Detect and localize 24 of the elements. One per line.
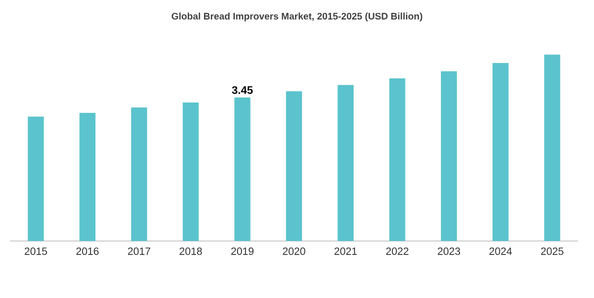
x-tick-label: 2015 bbox=[24, 248, 48, 255]
data-label: 3.45 bbox=[232, 86, 253, 94]
bar bbox=[492, 62, 509, 241]
chart-title: Global Bread Improvers Market, 2015-2025 (USD Billion) bbox=[172, 12, 422, 22]
bar bbox=[79, 112, 96, 241]
x-tick-label: 2021 bbox=[334, 248, 357, 255]
bar bbox=[544, 54, 560, 241]
bar bbox=[286, 91, 302, 241]
x-tick-label: 2016 bbox=[76, 248, 99, 255]
bar bbox=[338, 85, 354, 241]
bar bbox=[28, 116, 44, 241]
x-tick-label: 2024 bbox=[489, 248, 512, 255]
bar bbox=[440, 71, 457, 241]
x-tick-label: 2018 bbox=[180, 248, 202, 255]
x-tick-label: 2020 bbox=[282, 248, 306, 255]
x-tick-label: 2023 bbox=[438, 248, 460, 255]
x-tick-label: 2019 bbox=[231, 248, 254, 255]
bar bbox=[182, 102, 199, 241]
bar bbox=[234, 97, 250, 241]
bar bbox=[389, 78, 406, 241]
x-tick-label: 2017 bbox=[128, 248, 150, 255]
bar bbox=[131, 107, 148, 241]
x-tick-label: 2025 bbox=[541, 248, 564, 255]
x-tick-label: 2022 bbox=[386, 248, 408, 255]
